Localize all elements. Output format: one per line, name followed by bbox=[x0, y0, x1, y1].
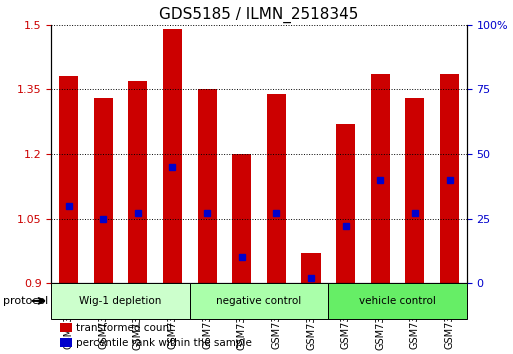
Bar bbox=[94, 98, 113, 283]
Bar bbox=[232, 154, 251, 283]
Bar bbox=[302, 253, 321, 283]
Text: negative control: negative control bbox=[216, 296, 302, 306]
Title: GDS5185 / ILMN_2518345: GDS5185 / ILMN_2518345 bbox=[160, 7, 359, 23]
Bar bbox=[60, 323, 72, 332]
Bar bbox=[59, 76, 78, 283]
Bar bbox=[163, 29, 182, 283]
Bar bbox=[371, 74, 390, 283]
Bar bbox=[60, 338, 72, 347]
Bar bbox=[51, 283, 190, 319]
Bar bbox=[190, 283, 328, 319]
Text: Wig-1 depletion: Wig-1 depletion bbox=[80, 296, 162, 306]
Text: protocol: protocol bbox=[3, 296, 48, 306]
Text: percentile rank within the sample: percentile rank within the sample bbox=[76, 338, 252, 348]
Bar bbox=[128, 81, 147, 283]
Text: transformed count: transformed count bbox=[76, 322, 173, 332]
Bar bbox=[440, 74, 459, 283]
Bar bbox=[328, 283, 467, 319]
Bar bbox=[198, 89, 216, 283]
Bar bbox=[405, 98, 424, 283]
Bar bbox=[267, 94, 286, 283]
Text: vehicle control: vehicle control bbox=[359, 296, 436, 306]
Bar bbox=[336, 124, 355, 283]
